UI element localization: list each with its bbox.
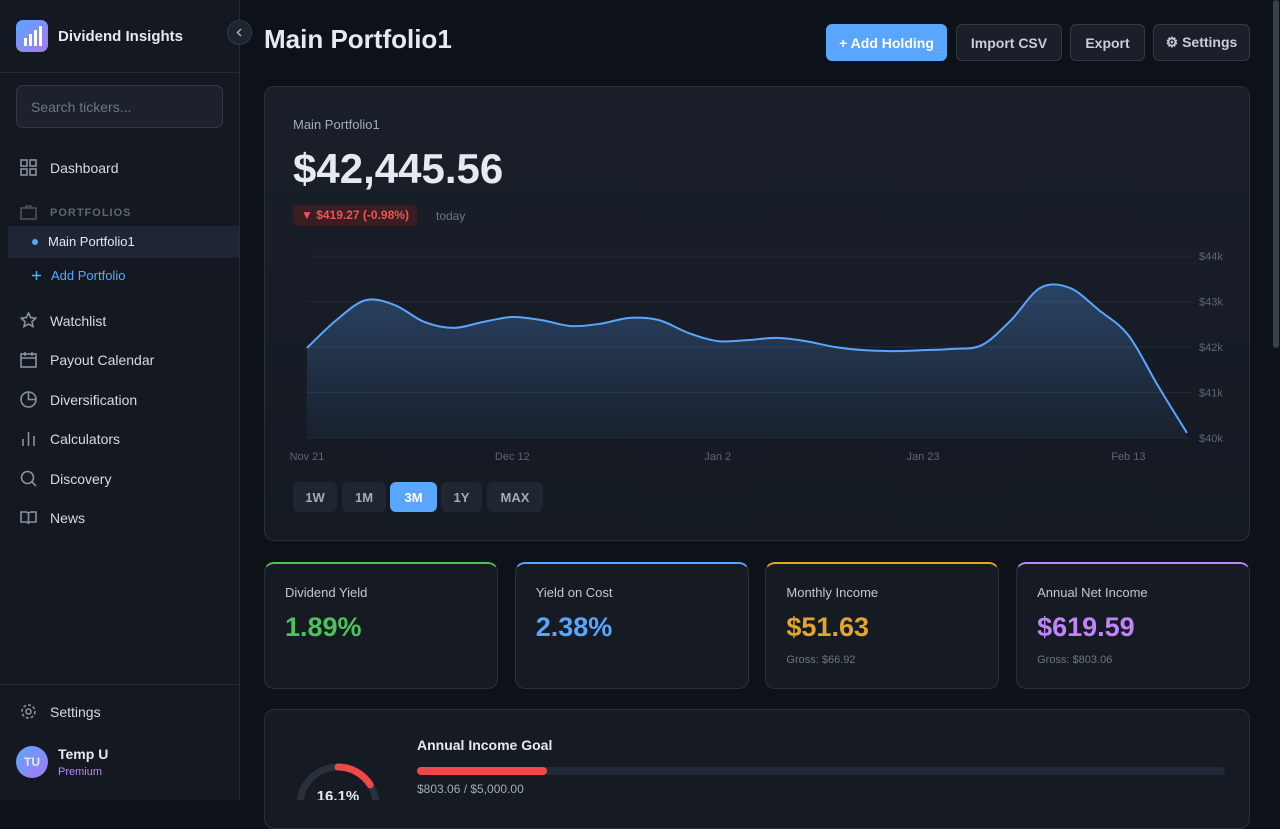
nav-label: Calculators — [50, 430, 121, 447]
stat-sub: Gross: $66.92 — [786, 654, 856, 666]
divider — [0, 72, 240, 73]
range-button[interactable]: 1Y — [441, 482, 482, 512]
icon — [20, 511, 37, 525]
range-button[interactable]: 3M — [390, 482, 437, 512]
y-tick-label: $41k — [1199, 388, 1223, 400]
goal-title: Annual Income Goal — [417, 737, 553, 753]
nav-label: Payout Calendar — [50, 351, 155, 368]
search-input[interactable]: Search tickers... — [16, 85, 223, 128]
page-title: Main Portfolio1 — [264, 24, 452, 54]
nav-item[interactable]: Calculators — [20, 430, 120, 447]
nav-settings[interactable]: Settings — [20, 703, 101, 720]
stat-value: $51.63 — [786, 612, 869, 642]
nav-item[interactable]: Watchlist — [20, 312, 106, 329]
stat-card: Monthly Income $51.63 Gross: $66.92 — [765, 562, 1000, 689]
icon — [20, 391, 37, 408]
range-button[interactable]: 1M — [342, 482, 386, 512]
goal-bar — [417, 767, 548, 775]
stat-label: Annual Net Income — [1037, 585, 1148, 600]
section-label: PORTFOLIOS — [50, 206, 132, 219]
line-chart: $40k $41k $42k $43k $44k Nov 21 Dec 12 Jan 2 Jan… — [290, 251, 1224, 463]
nav-label: Settings — [50, 703, 101, 720]
stat-label: Yield on Cost — [535, 585, 613, 600]
icon — [20, 352, 37, 368]
nav-label: Discovery — [50, 470, 112, 487]
nav-label: Diversification — [50, 391, 138, 408]
stat-label: Monthly Income — [786, 585, 879, 600]
icon — [20, 312, 37, 329]
add-holding-button[interactable]: + Add Holding — [826, 24, 947, 61]
goal-ring: 16.1% — [296, 763, 380, 800]
nav-dashboard[interactable]: Dashboard — [20, 159, 119, 176]
goal-amount: $803.06 / $5,000.00 — [417, 782, 524, 796]
add-portfolio[interactable]: Add Portfolio — [51, 268, 126, 283]
scrollbar[interactable] — [1273, 0, 1279, 348]
plus-icon — [32, 271, 41, 280]
stat-label: Dividend Yield — [285, 585, 368, 600]
nav-item[interactable]: News — [20, 509, 85, 526]
icon — [20, 205, 37, 220]
x-tick-label: Nov 21 — [290, 451, 325, 463]
settings-button[interactable]: ⚙ Settings — [1153, 24, 1250, 61]
stat-card: Yield on Cost 2.38% — [514, 562, 749, 689]
portfolio-name: Main Portfolio1 — [48, 234, 135, 249]
stat-sub: Gross: $803.06 — [1037, 654, 1113, 666]
x-tick-label: Jan 23 — [906, 451, 939, 463]
nav-item[interactable]: Discovery — [20, 470, 111, 487]
nav-label: Watchlist — [50, 312, 107, 329]
brand-name: Dividend Insights — [58, 28, 184, 45]
stat-value: 1.89% — [285, 612, 362, 642]
goal-percent: 16.1% — [317, 788, 360, 800]
goal-track — [417, 767, 1225, 775]
sidebar: Dividend Insights Search tickers... Dash… — [0, 0, 240, 800]
x-tick-label: Jan 2 — [704, 451, 731, 463]
user-plan: Premium — [58, 766, 103, 778]
stat-value: $619.59 — [1037, 612, 1135, 642]
avatar[interactable]: TU — [16, 746, 48, 778]
change-period: today — [436, 209, 466, 223]
portfolio-label: Main Portfolio1 — [293, 117, 380, 132]
y-tick-label: $43k — [1199, 297, 1223, 309]
stat-card: Dividend Yield 1.89% — [264, 562, 498, 689]
range-button[interactable]: MAX — [487, 482, 543, 512]
icon — [22, 432, 35, 446]
stat-value: 2.38% — [535, 612, 613, 642]
stat-card: Annual Net Income $619.59 Gross: $803.06 — [1016, 562, 1251, 689]
line — [306, 283, 1188, 434]
nav-item[interactable]: Diversification — [20, 391, 137, 408]
divider — [0, 684, 240, 685]
icon — [21, 704, 36, 719]
user-name: Temp U — [58, 746, 109, 762]
nav-label: News — [50, 509, 86, 526]
icon — [20, 470, 37, 487]
portfolio-value: $42,445.56 — [293, 145, 504, 192]
y-tick-label: $40k — [1199, 433, 1223, 445]
import-button[interactable]: Import CSV — [956, 24, 1062, 61]
dot — [32, 239, 38, 245]
active-portfolio[interactable]: Main Portfolio1 — [8, 226, 239, 258]
area — [307, 284, 1187, 438]
x-tick-label: Feb 13 — [1111, 451, 1145, 463]
brand-logo — [16, 20, 48, 52]
collapse-button[interactable] — [227, 20, 252, 45]
range-button[interactable]: 1W — [293, 482, 337, 512]
ring-progress — [334, 763, 374, 789]
portfolios-header: PORTFOLIOS — [20, 204, 132, 221]
y-tick-label: $44k — [1199, 251, 1223, 263]
export-button[interactable]: Export — [1070, 24, 1145, 61]
icon — [20, 159, 37, 176]
y-tick-label: $42k — [1199, 342, 1223, 354]
nav-item[interactable]: Payout Calendar — [20, 351, 154, 368]
change-badge: ▼ $419.27 (-0.98%) — [293, 205, 417, 226]
nav-label: Dashboard — [50, 159, 119, 176]
x-tick-label: Dec 12 — [495, 451, 530, 463]
